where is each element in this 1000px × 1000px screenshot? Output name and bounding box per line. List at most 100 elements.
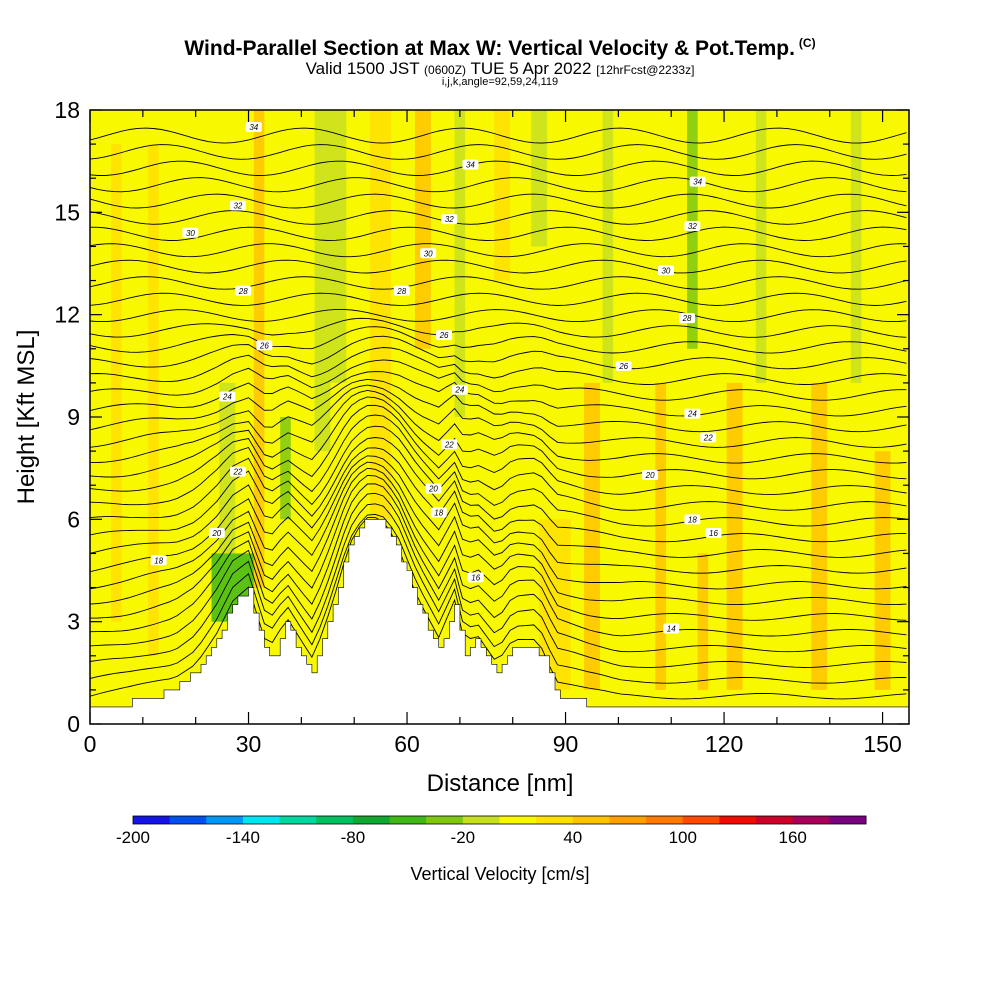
- contour-label-28: 28: [679, 313, 696, 324]
- contour-label-30: 30: [182, 227, 199, 238]
- velocity-cell-7: [330, 110, 347, 383]
- y-axis: 0 3 6 9 12 15 18: [54, 97, 909, 737]
- contour-label-text: 34: [249, 123, 258, 132]
- contour-label-text: 26: [618, 362, 628, 371]
- valid-utc: (0600Z): [424, 63, 467, 77]
- contour-label-box: [684, 514, 701, 525]
- contour-label-text: 22: [232, 468, 242, 477]
- contour-label-26: 26: [615, 360, 632, 371]
- velocity-cell-1: [148, 144, 159, 656]
- valid-prefix: Valid 1500 JST: [305, 59, 420, 78]
- contour-label-18: 18: [684, 514, 701, 525]
- colorbar-swatch-5: [316, 816, 354, 824]
- x-axis-label: Distance [nm]: [427, 770, 574, 797]
- contour-label-30: 30: [657, 265, 674, 276]
- contour-label-box: [425, 483, 442, 494]
- theta-contour-19: [90, 359, 907, 401]
- contour-label-text: 32: [445, 215, 454, 224]
- theta-contour-30: [90, 210, 907, 225]
- velocity-cell-19: [755, 110, 767, 383]
- contour-label-34: 34: [245, 122, 262, 133]
- colorbar-swatch-7: [389, 816, 427, 824]
- colorbar-swatch-19: [829, 816, 867, 824]
- contour-label-30: 30: [420, 248, 437, 259]
- contour-label-text: 34: [466, 161, 475, 170]
- contour-label-text: 22: [703, 433, 713, 442]
- velocity-cell-21: [850, 110, 862, 383]
- contour-label-text: 18: [154, 556, 163, 565]
- contour-label-24: 24: [219, 391, 236, 402]
- contour-label-box: [150, 555, 167, 566]
- colorbar-tick-100: 100: [669, 828, 697, 847]
- colorbar-swatch-0: [133, 816, 171, 824]
- contour-label-box: [663, 623, 680, 634]
- x-axis: 0 30 60 90 120 150: [84, 110, 902, 757]
- velocity-cell-10: [454, 110, 466, 417]
- contour-label-text: 24: [454, 386, 464, 395]
- x-tick-label-90: 90: [553, 731, 579, 757]
- y-tick-label-0: 0: [67, 711, 80, 737]
- x-tick-label-60: 60: [394, 731, 420, 757]
- contour-label-32: 32: [441, 214, 458, 225]
- contour-label-28: 28: [393, 285, 410, 296]
- contour-label-text: 28: [238, 287, 248, 296]
- contour-label-text: 26: [439, 331, 449, 340]
- contour-label-16: 16: [467, 572, 484, 583]
- colorbar-swatch-9: [462, 816, 500, 824]
- valid-date: TUE 5 Apr 2022: [470, 59, 592, 78]
- contour-label-box: [219, 391, 236, 402]
- params-line: i,j,k,angle=92,59,24,119: [441, 76, 559, 88]
- theta-contour-32: [90, 177, 907, 193]
- contour-label-text: 30: [424, 249, 433, 258]
- contour-label-20: 20: [208, 527, 225, 538]
- contour-label-18: 18: [150, 555, 167, 566]
- colorbar-swatch-17: [756, 816, 794, 824]
- theta-contour-13: [90, 404, 907, 496]
- title-mark: (C): [798, 36, 816, 50]
- colorbar-swatch-16: [719, 816, 757, 824]
- y-axis-label: Height [Kft MSL]: [13, 330, 40, 505]
- x-tick-label-0: 0: [84, 731, 97, 757]
- theta-contour-24: [90, 308, 907, 323]
- contour-label-14: 14: [663, 623, 680, 634]
- contour-label-26: 26: [436, 330, 453, 341]
- contour-label-20: 20: [425, 483, 442, 494]
- theta-contour-1: [90, 513, 907, 684]
- contour-label-28: 28: [235, 285, 252, 296]
- contour-label-box: [462, 159, 479, 170]
- velocity-cell-6: [314, 110, 331, 452]
- theta-contour-0: [90, 517, 907, 700]
- contour-label-26: 26: [256, 340, 273, 351]
- velocity-cell-11: [494, 110, 511, 281]
- velocity-cell-12: [531, 110, 548, 247]
- velocity-cell-5: [280, 417, 291, 520]
- y-tick-label-6: 6: [67, 506, 80, 532]
- theta-contour-26: [90, 276, 907, 290]
- theta-contour-22: [90, 326, 907, 354]
- theta-contour-31: [90, 193, 907, 209]
- contour-label-text: 26: [259, 341, 269, 350]
- theta-contour-2: [90, 503, 907, 668]
- contour-label-box: [436, 330, 453, 341]
- colorbar-tick--20: -20: [451, 828, 476, 847]
- velocity-cell-15: [655, 382, 666, 690]
- theta-contour-9: [90, 447, 907, 558]
- velocity-cell-20: [811, 382, 828, 690]
- colorbar-swatch-15: [682, 816, 720, 824]
- contour-label-box: [689, 176, 706, 187]
- contour-label-box: [441, 439, 458, 450]
- contour-label-text: 32: [233, 202, 242, 211]
- contour-label-text: 30: [186, 229, 195, 238]
- terrain-profile: [89, 519, 910, 725]
- theta-contour-5: [90, 474, 907, 621]
- contour-label-box: [451, 384, 468, 395]
- y-tick-label-3: 3: [67, 609, 80, 635]
- contour-labels: 14 16 16 18 18 18 20 20 20 22 22 22 24 24 24 26 26 26 28 28…: [150, 122, 722, 634]
- velocity-field: [90, 110, 909, 724]
- contour-label-text: 20: [211, 529, 221, 538]
- contour-label-box: [256, 340, 273, 351]
- contour-label-text: 34: [693, 178, 702, 187]
- theta-contour-25: [90, 292, 907, 306]
- colorbar-swatch-8: [426, 816, 464, 824]
- contour-label-24: 24: [451, 384, 468, 395]
